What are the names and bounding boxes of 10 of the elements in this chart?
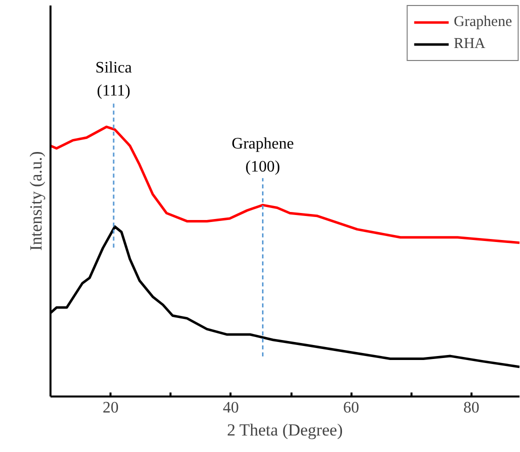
legend-label: Graphene <box>454 14 512 30</box>
ref-line-label: Silica (111) <box>95 60 132 100</box>
x-tick-label: 40 <box>222 400 239 416</box>
x-tick-label: 60 <box>343 400 360 416</box>
x-tick-label: 20 <box>102 400 119 416</box>
x-tick-label: 80 <box>463 400 480 416</box>
x-axis-title: 2 Theta (Degree) <box>226 420 343 440</box>
y-axis-title: Intensity (a.u.) <box>26 151 46 251</box>
legend-label: RHA <box>454 36 486 52</box>
ref-line-label: Graphene (100) <box>232 135 294 176</box>
